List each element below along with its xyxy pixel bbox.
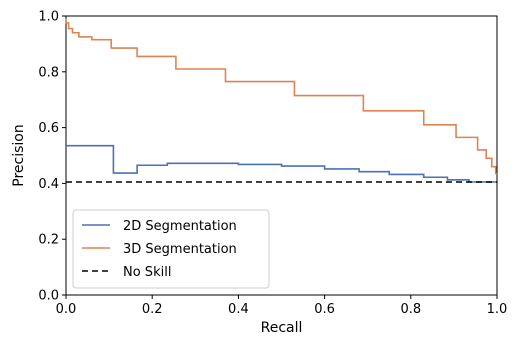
plot-area: 0.0 0.2 0.4 0.6 0.8 1.0 0.0 0.2 0.4 0.6 0.8 1.0	[38, 10, 507, 318]
legend: 2D Segmentation 3D Segmentation No Skill	[72, 209, 270, 289]
series-line-0	[66, 144, 497, 183]
y-tick-label: 0.4	[38, 177, 59, 192]
y-tick-label: 0.2	[38, 233, 59, 248]
x-tick-label: 0.8	[400, 302, 421, 317]
y-tick-label: 0.0	[38, 289, 59, 304]
y-axis-label: Precision	[11, 124, 27, 186]
legend-label-2d: 2D Segmentation	[123, 219, 237, 234]
x-tick-label: 0.4	[228, 302, 249, 317]
series-layer	[65, 18, 497, 183]
legend-label-no-skill: No Skill	[123, 265, 171, 280]
y-tick-label: 0.6	[38, 121, 59, 136]
x-tick-label: 0.2	[142, 302, 163, 317]
plot-frame	[65, 15, 498, 296]
x-tick-label: 1.0	[487, 302, 508, 317]
legend-box	[72, 209, 270, 289]
series-line-1	[65, 18, 497, 175]
legend-label-3d: 3D Segmentation	[123, 242, 237, 257]
x-axis-label: Recall	[261, 320, 303, 336]
x-axis-ticks: 0.0 0.2 0.4 0.6 0.8 1.0	[56, 295, 508, 317]
y-tick-label: 0.8	[38, 65, 59, 80]
x-tick-label: 0.6	[314, 302, 335, 317]
x-tick-label: 0.0	[56, 302, 77, 317]
y-tick-label: 1.0	[38, 10, 59, 25]
y-axis-ticks: 0.0 0.2 0.4 0.6 0.8 1.0	[38, 10, 66, 304]
